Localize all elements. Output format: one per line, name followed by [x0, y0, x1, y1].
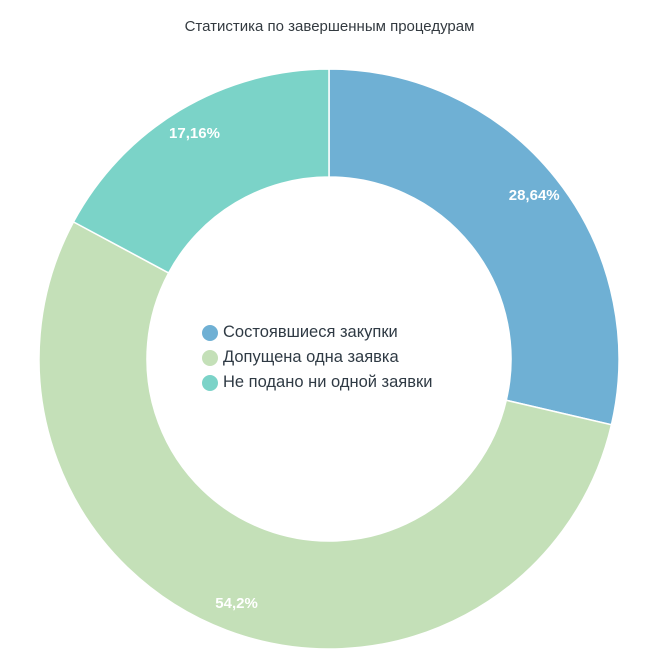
legend-swatch-no-bids — [202, 374, 218, 391]
slice-label-single-bid: 54,2% — [215, 595, 258, 612]
legend-swatch-successful — [202, 324, 218, 341]
legend-label-successful: Состоявшиеся закупки — [223, 323, 398, 341]
legend-label-no-bids: Не подано ни одной заявки — [223, 373, 433, 391]
legend-label-single-bid: Допущена одна заявка — [223, 348, 399, 366]
legend: Состоявшиеся закупки Допущена одна заявк… — [202, 320, 432, 395]
slice-no-bids[interactable] — [72, 68, 330, 274]
legend-item-single-bid[interactable]: Допущена одна заявка — [202, 345, 432, 370]
slice-single-bid[interactable] — [38, 220, 613, 650]
chart-title: Статистика по завершенным процедурам — [184, 18, 475, 35]
legend-item-successful[interactable]: Состоявшиеся закупки — [202, 320, 432, 345]
slice-label-successful: 28,64% — [509, 187, 560, 204]
legend-item-no-bids[interactable]: Не подано ни одной заявки — [202, 370, 432, 395]
slice-label-no-bids: 17,16% — [169, 125, 220, 142]
slice-successful[interactable] — [328, 68, 620, 426]
legend-swatch-single-bid — [202, 349, 218, 366]
